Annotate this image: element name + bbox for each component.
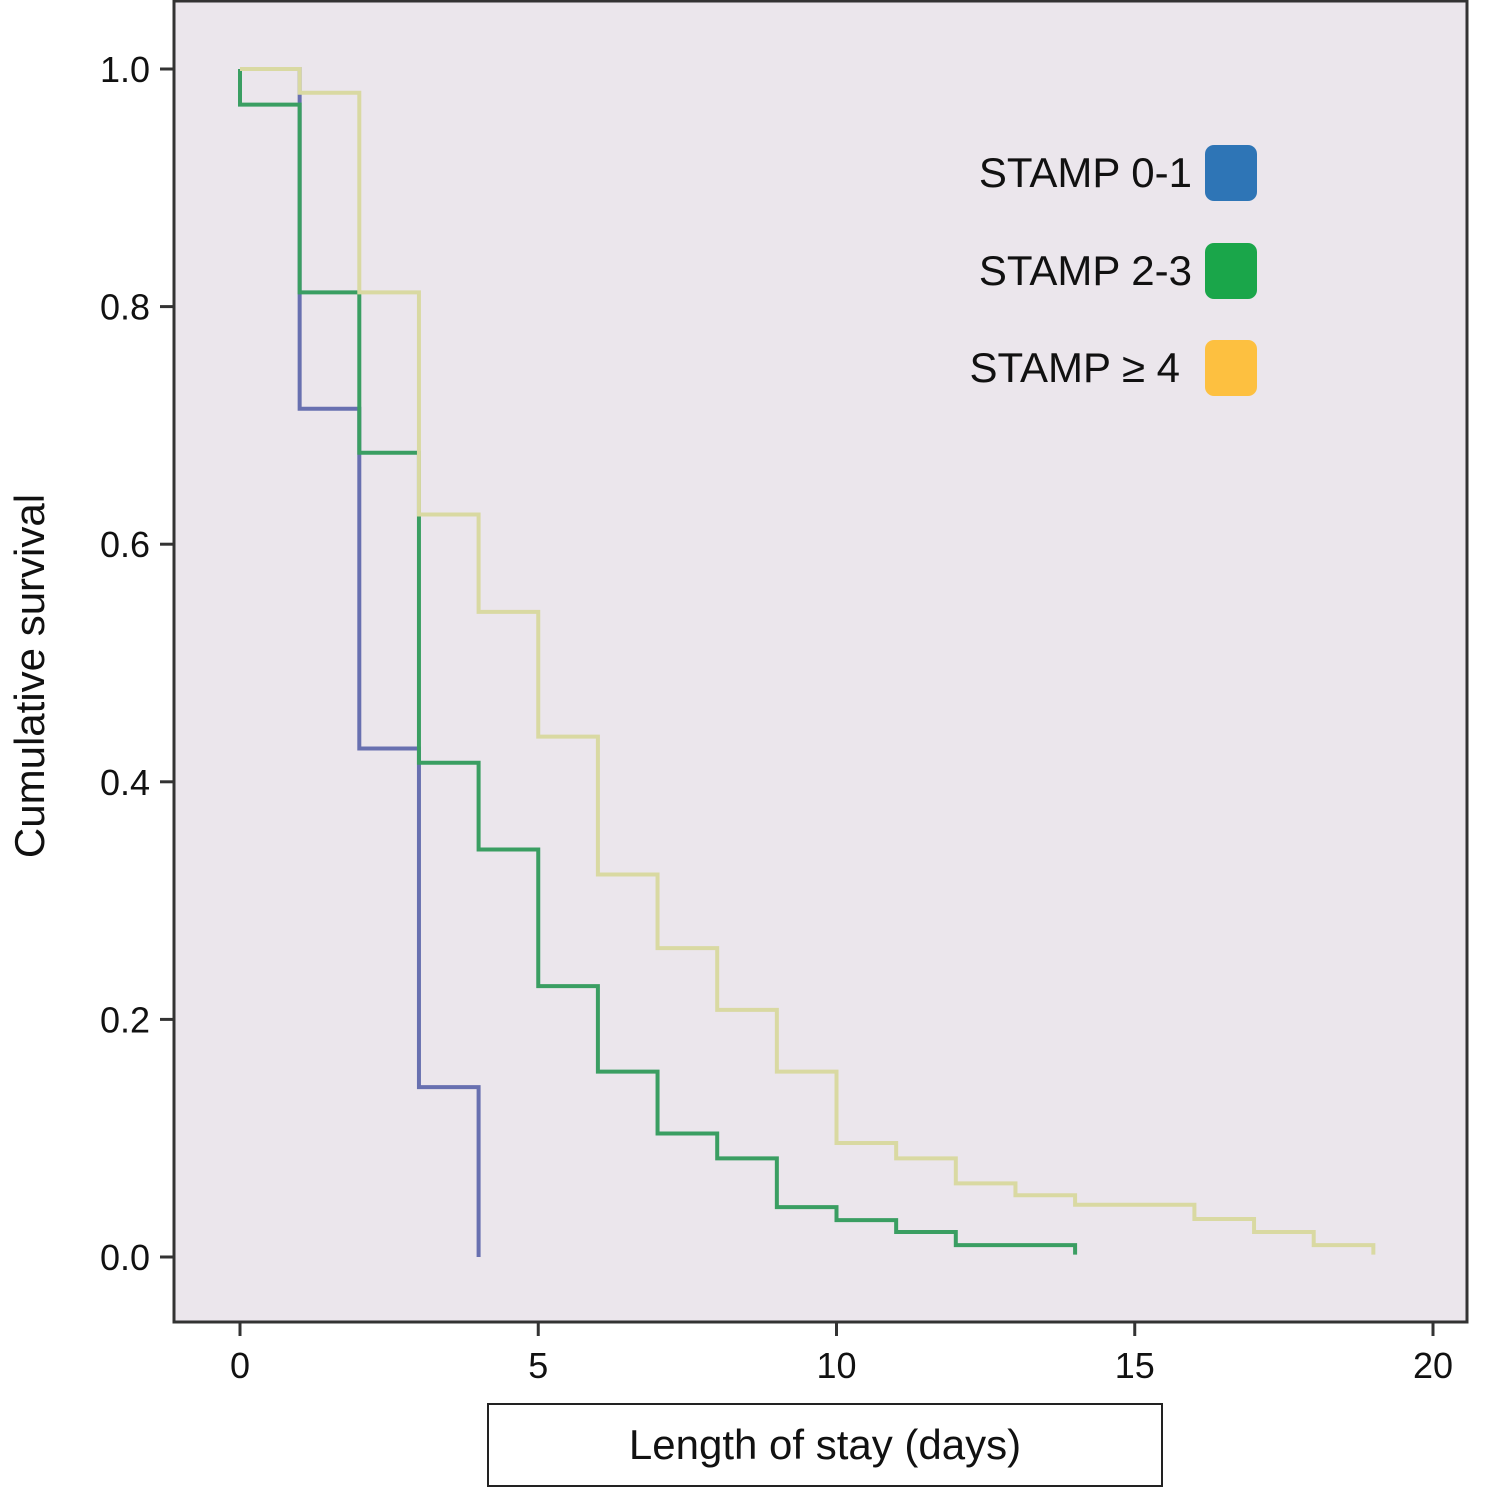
y-axis: 0.0 0.2 0.4 0.6 0.8 1.0 bbox=[100, 49, 174, 1278]
legend-label: STAMP 2-3 bbox=[979, 247, 1192, 294]
y-tick-label: 0.8 bbox=[100, 287, 150, 328]
y-tick-label: 0.4 bbox=[100, 762, 150, 803]
legend-label: STAMP 0-1 bbox=[979, 149, 1192, 196]
legend-swatch bbox=[1205, 340, 1257, 396]
y-tick-label: 0.6 bbox=[100, 524, 150, 565]
y-tick-label: 0.2 bbox=[100, 999, 150, 1040]
y-axis-label: Cumulative survival bbox=[6, 494, 53, 858]
x-axis-label: Length of stay (days) bbox=[487, 1403, 1163, 1487]
x-tick-label: 5 bbox=[528, 1345, 548, 1386]
x-tick-label: 15 bbox=[1115, 1345, 1155, 1386]
x-tick-label: 0 bbox=[230, 1345, 250, 1386]
y-tick-label: 1.0 bbox=[100, 49, 150, 90]
x-axis: 0 5 10 15 20 bbox=[230, 1322, 1453, 1386]
x-tick-label: 10 bbox=[816, 1345, 856, 1386]
y-tick-label: 0.0 bbox=[100, 1237, 150, 1278]
legend-label: STAMP ≥ 4 bbox=[969, 344, 1180, 391]
plot-area bbox=[172, 0, 1469, 1324]
legend-swatch bbox=[1205, 243, 1257, 299]
legend: STAMP 0-1 STAMP 2-3 STAMP ≥ 4 bbox=[969, 145, 1257, 396]
series-line-1 bbox=[238, 69, 1078, 1255]
survival-curves bbox=[238, 67, 1376, 1257]
legend-swatch bbox=[1205, 145, 1257, 201]
x-tick-label: 20 bbox=[1413, 1345, 1453, 1386]
series-line-2 bbox=[240, 67, 1376, 1255]
